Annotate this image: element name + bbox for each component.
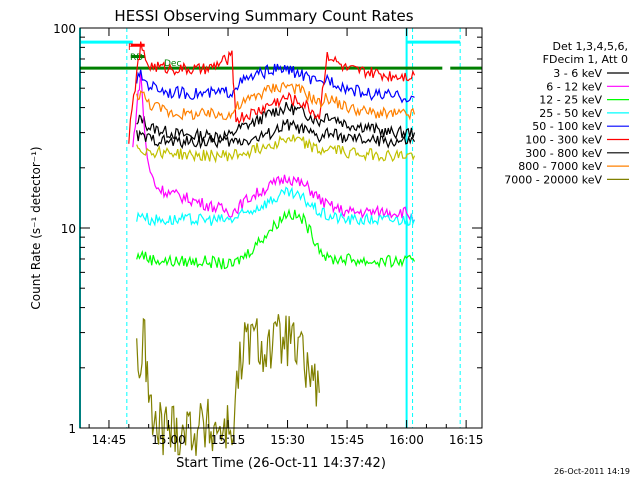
x-tick-label-6: 16:15 xyxy=(449,433,484,447)
legend-label-8: 7000 - 20000 keV xyxy=(504,173,602,186)
y-tick-label-1: 10 xyxy=(61,222,76,236)
series-line-7 xyxy=(136,81,416,121)
legend-label-6: 300 - 800 keV xyxy=(525,147,602,160)
flag-label-rd: RD xyxy=(130,53,143,63)
series-line-4 xyxy=(136,63,415,104)
legend-header-0: Det 1,3,4,5,6, xyxy=(552,40,628,53)
legend-label-4: 50 - 100 keV xyxy=(532,120,602,133)
flag-label-f: F xyxy=(128,43,133,53)
flag-label-dec: Dec xyxy=(164,59,181,69)
legend-label-0: 3 - 6 keV xyxy=(553,67,602,80)
series-line-8 xyxy=(136,314,320,456)
series-line-2 xyxy=(136,208,416,270)
x-axis-label: Start Time (26-Oct-11 14:37:42) xyxy=(176,456,386,471)
chart-title: HESSI Observing Summary Count Rates xyxy=(114,7,413,25)
timestamp: 26-Oct-2011 14:19 xyxy=(554,467,630,476)
x-tick-label-0: 14:45 xyxy=(92,433,127,447)
x-tick-label-3: 15:30 xyxy=(270,433,305,447)
x-tick-label-2: 15:15 xyxy=(211,433,246,447)
legend-label-5: 100 - 300 keV xyxy=(525,134,602,147)
y-tick-label-2: 100 xyxy=(53,22,76,36)
legend-label-2: 12 - 25 keV xyxy=(539,94,602,107)
legend-label-7: 800 - 7000 keV xyxy=(518,160,602,173)
legend-label-1: 6 - 12 keV xyxy=(546,80,602,93)
legend-header-1: FDecim 1, Att 0 xyxy=(543,53,628,66)
series-line-1 xyxy=(132,71,415,224)
y-tick-label-0: 1 xyxy=(68,422,76,436)
series-line-6 xyxy=(136,118,416,150)
x-tick-label-1: 15:00 xyxy=(151,433,186,447)
series-line-9 xyxy=(136,134,416,164)
series-line-3 xyxy=(136,186,416,227)
y-axis-label: Count Rate (s⁻¹ detector⁻¹) xyxy=(29,146,43,309)
series-line-5 xyxy=(128,41,416,144)
x-tick-label-5: 16:00 xyxy=(389,433,424,447)
x-tick-label-4: 15:45 xyxy=(330,433,365,447)
legend-label-3: 25 - 50 keV xyxy=(539,107,602,120)
series-line-0 xyxy=(136,101,416,144)
